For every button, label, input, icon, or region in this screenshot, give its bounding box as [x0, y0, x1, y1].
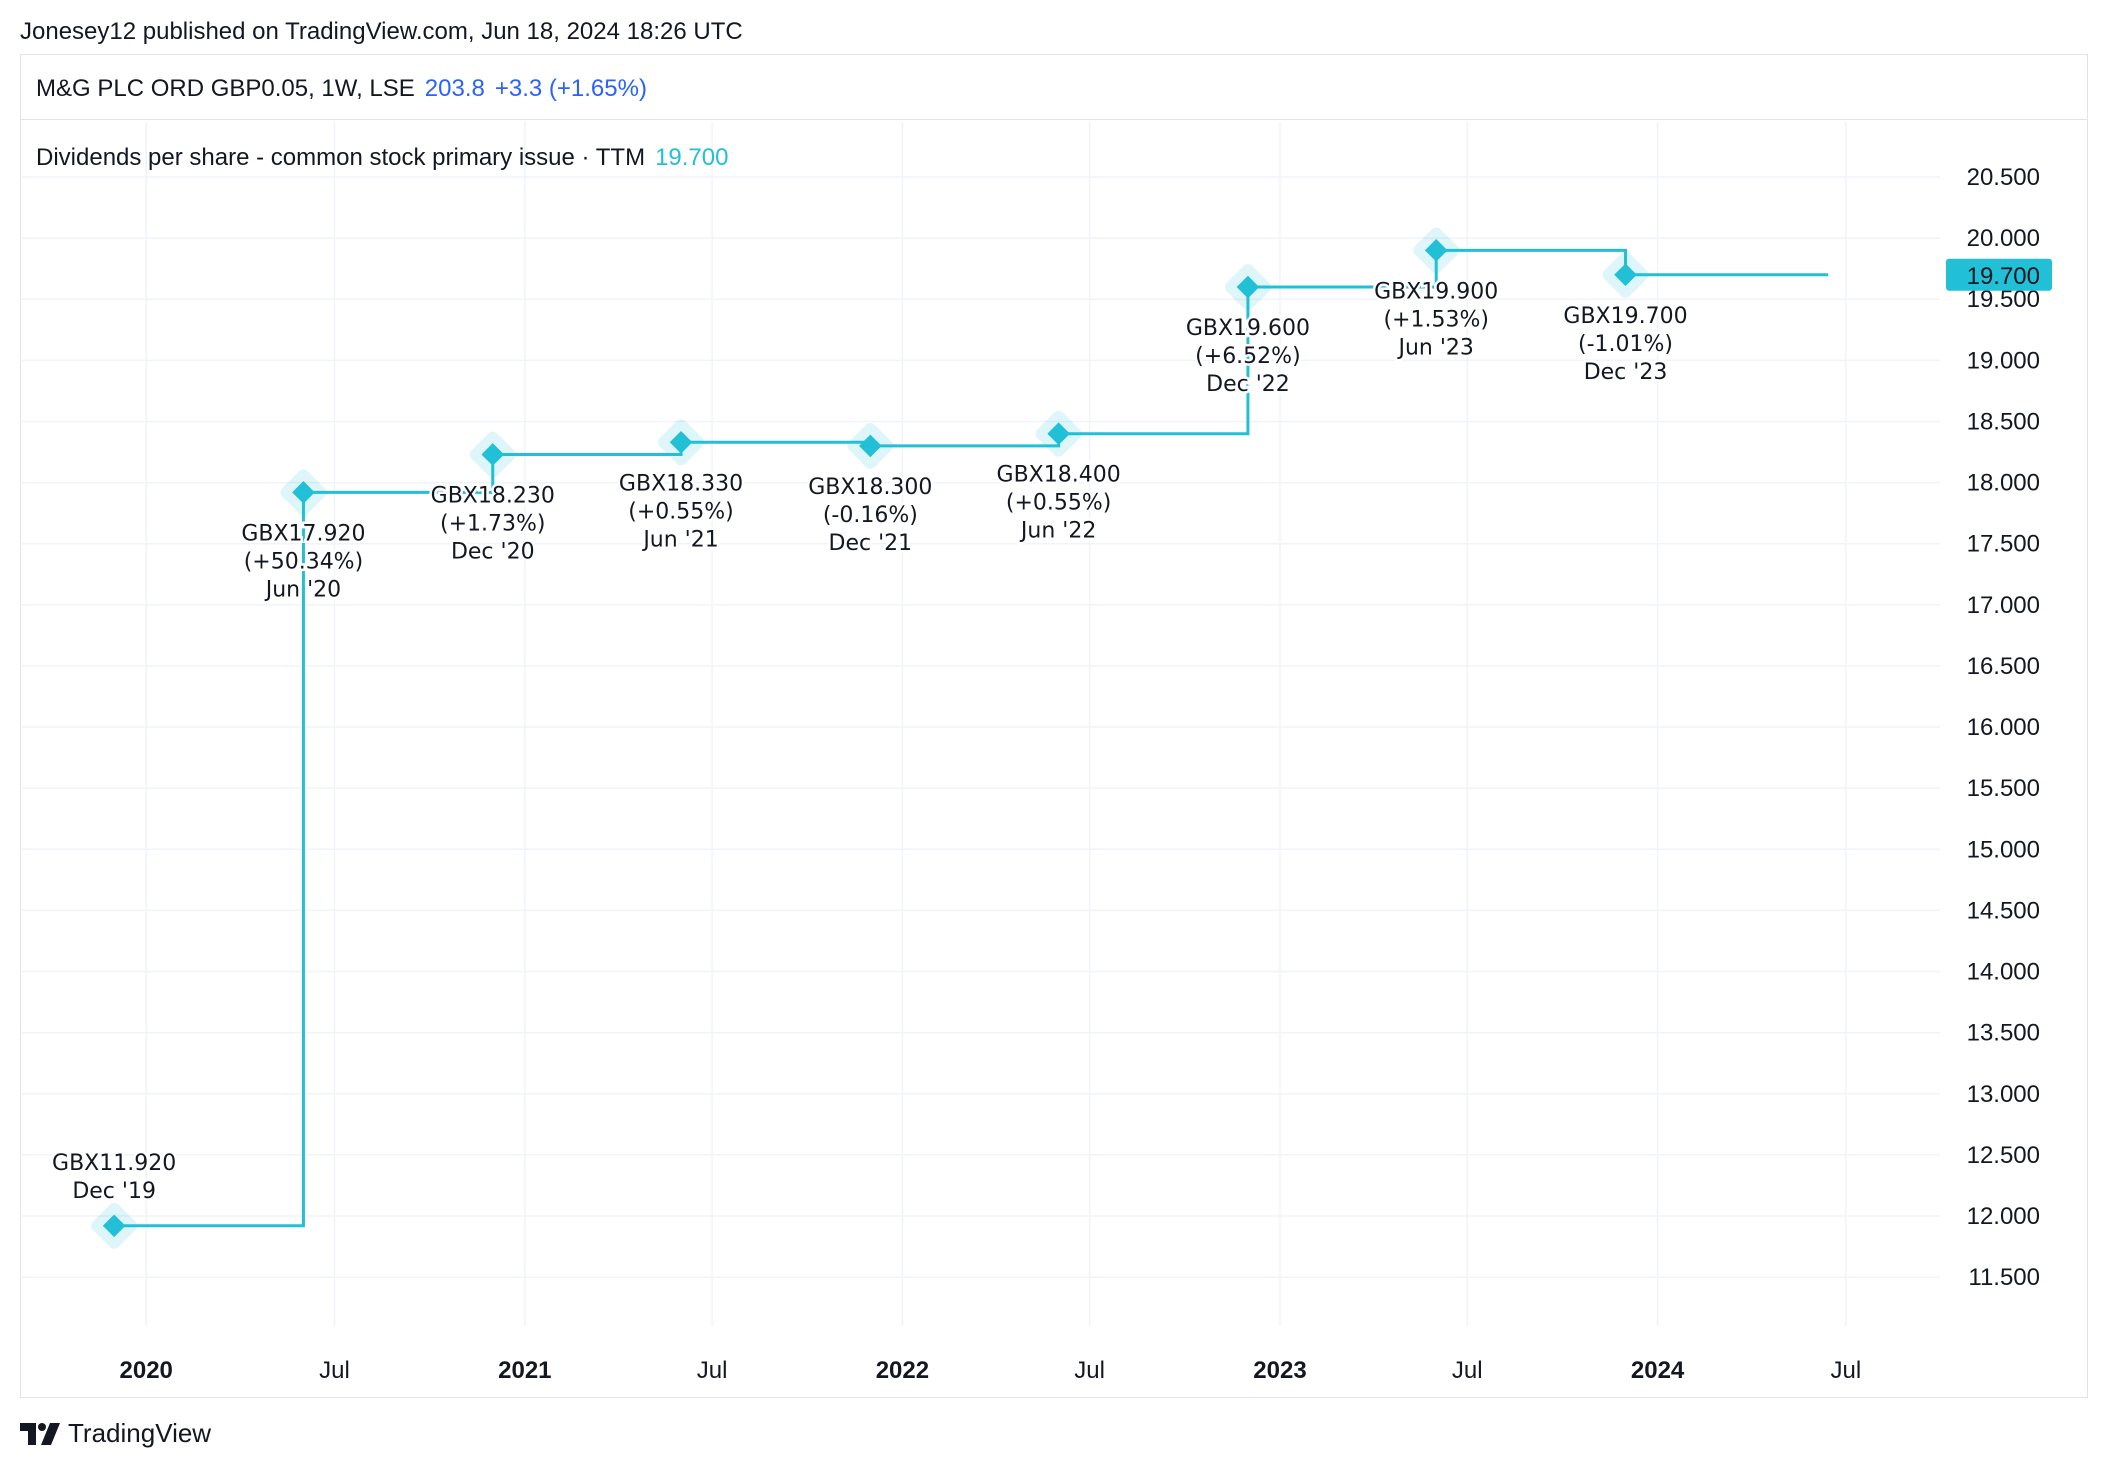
- data-annotation-label: GBX18.330: [619, 471, 743, 496]
- data-annotation-label: Jun '20: [264, 577, 341, 602]
- data-annotation-label: (+50.34%): [244, 549, 364, 574]
- last-value-badge: [1946, 258, 2052, 291]
- x-tick-label: 2020: [120, 1357, 173, 1384]
- y-tick-label: 18.500: [1967, 408, 2040, 435]
- data-annotation-label: (-0.16%): [823, 503, 918, 528]
- x-axis[interactable]: 2020 Jul 2021 Jul 2022 Jul 2023 Jul 2024 Jul: [120, 1357, 1862, 1384]
- y-tick-label: 20.500: [1967, 164, 2040, 191]
- data-annotation-label: (+0.55%): [628, 499, 734, 524]
- data-point-marker: [859, 434, 882, 458]
- symbol-price: 203.8: [424, 75, 485, 102]
- y-tick-label: 12.000: [1967, 1203, 2040, 1230]
- data-annotation-label: Dec '20: [451, 539, 535, 564]
- tradingview-logo-icon: [20, 1422, 60, 1445]
- y-tick-label: 19.000: [1967, 347, 2040, 374]
- y-axis[interactable]: 11.500 12.000 12.500 13.000 13.500 14.000 14.5…: [1946, 164, 2052, 1291]
- x-tick-label: Jul: [319, 1357, 350, 1384]
- y-tick-label: 16.500: [1967, 653, 2040, 680]
- x-tick-label: 2021: [498, 1357, 551, 1384]
- data-point-marker: [1236, 275, 1260, 299]
- data-annotation-label: Jun '22: [1019, 519, 1096, 544]
- x-tick-label: Jul: [1074, 1357, 1105, 1384]
- symbol-bar: M&G PLC ORD GBP0.05, 1W, LSE 203.8 +3.3 (+…: [20, 54, 2088, 120]
- y-tick-label: 13.000: [1967, 1081, 2040, 1108]
- data-annotation-label: (+6.52%): [1195, 344, 1301, 369]
- grid-lines: [20, 122, 1940, 1326]
- dividends-step-line: [114, 248, 1829, 1228]
- published-by-line: Jonesey12 published on TradingView.com, …: [20, 18, 743, 45]
- data-annotation-label: GBX19.700: [1563, 304, 1687, 329]
- x-tick-label: Jul: [1831, 1357, 1862, 1384]
- data-annotation-label: GBX17.920: [241, 521, 365, 546]
- x-tick-label: 2023: [1253, 1357, 1306, 1384]
- tradingview-brand: TradingView: [68, 1418, 212, 1448]
- y-tick-label: 15.500: [1967, 775, 2040, 802]
- data-annotation-label: (+1.53%): [1383, 307, 1489, 332]
- y-tick-label: 18.000: [1967, 470, 2040, 497]
- data-annotation-label: GBX11.920: [52, 1151, 176, 1176]
- data-annotation-label: (+0.55%): [1006, 491, 1112, 516]
- y-tick-label: 16.000: [1967, 714, 2040, 741]
- data-point-marker: [1614, 263, 1637, 287]
- indicator-label: Dividends per share - common stock prima…: [36, 144, 646, 171]
- chart-frame: [20, 54, 2088, 1398]
- last-value-label: 19.700: [1967, 263, 2040, 290]
- symbol-change: +3.3 (+1.65%): [494, 75, 647, 102]
- tradingview-logo[interactable]: TradingView: [20, 1418, 211, 1449]
- y-tick-label: 20.000: [1967, 225, 2040, 252]
- data-annotation-label: Jun '23: [1396, 335, 1473, 360]
- x-tick-label: 2024: [1631, 1357, 1685, 1384]
- data-point-marker: [102, 1214, 126, 1238]
- x-tick-label: Jul: [697, 1357, 728, 1384]
- symbol-name: M&G PLC ORD GBP0.05, 1W, LSE: [36, 75, 415, 102]
- data-annotation-label: Dec '23: [1584, 360, 1668, 385]
- symbol-legend[interactable]: M&G PLC ORD GBP0.05, 1W, LSE 203.8 +3.3 (+…: [36, 75, 657, 103]
- y-tick-label: 15.000: [1967, 836, 2040, 863]
- data-point-marker: [669, 430, 693, 454]
- x-tick-label: 2022: [876, 1357, 929, 1384]
- data-annotation-label: Dec '21: [829, 531, 913, 556]
- data-point-marker: [1047, 422, 1070, 446]
- data-annotation-label: GBX18.300: [808, 475, 932, 500]
- data-annotation-label: GBX19.600: [1186, 316, 1310, 341]
- annotation-layer: GBX11.920 Dec '19 GBX17.920 (+50.34%) Jun '2…: [50, 277, 1691, 1206]
- data-point-marker: [292, 481, 315, 504]
- data-annotation-label: Dec '19: [72, 1179, 156, 1204]
- y-tick-label: 12.500: [1967, 1142, 2040, 1169]
- data-annotation-label: Jun '21: [641, 527, 718, 552]
- indicator-legend[interactable]: Dividends per share - common stock prima…: [36, 144, 728, 172]
- data-point-marker: [481, 443, 505, 466]
- data-annotation-label: GBX18.400: [997, 463, 1121, 488]
- y-tick-label: 17.500: [1967, 531, 2040, 558]
- y-tick-label: 17.000: [1967, 592, 2040, 619]
- marker-layer: [91, 227, 1649, 1249]
- data-annotation-label: Dec '22: [1206, 372, 1290, 397]
- indicator-value: 19.700: [655, 144, 729, 171]
- y-tick-label: 11.500: [1968, 1264, 2040, 1291]
- y-tick-label: 14.500: [1967, 897, 2040, 924]
- x-tick-label: Jul: [1452, 1357, 1483, 1384]
- data-annotation-label: (+1.73%): [440, 511, 546, 536]
- series-line-layer: [114, 248, 1829, 1228]
- y-tick-label: 13.500: [1967, 1020, 2040, 1047]
- data-annotation-label: GBX19.900: [1374, 279, 1498, 304]
- data-annotation-label: (-1.01%): [1578, 332, 1673, 357]
- data-annotation-label: GBX18.230: [431, 483, 555, 508]
- y-tick-label: 14.000: [1967, 959, 2040, 986]
